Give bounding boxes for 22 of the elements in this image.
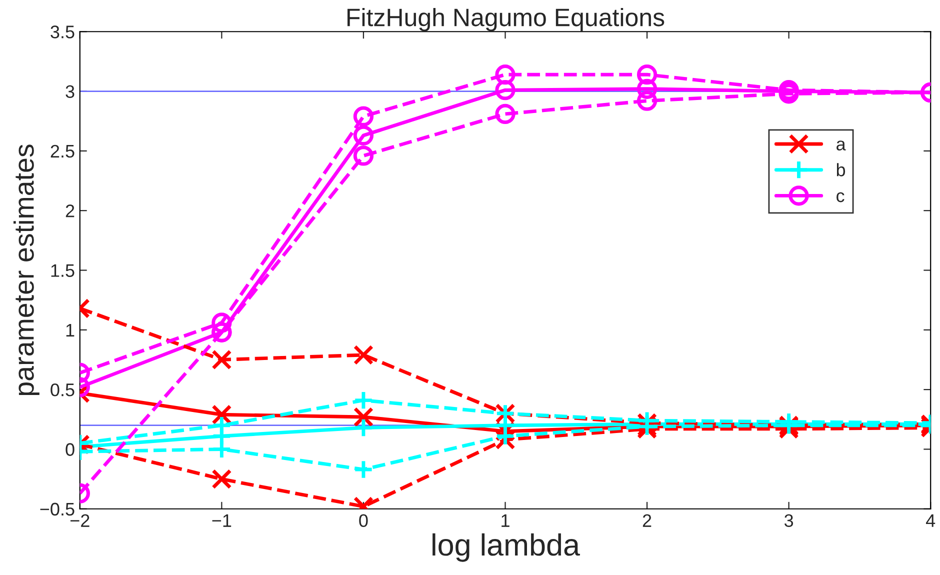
chart-title: FitzHugh Nagumo Equations (348, 8, 664, 32)
y-tick-label: 1.5 (51, 264, 74, 277)
y-tick-label: −0.5 (40, 502, 74, 516)
y-tick-label: 0.5 (50, 383, 74, 396)
x-axis-title: log lambda (432, 533, 580, 562)
legend-label: c (836, 192, 844, 202)
y-tick-label: 2.5 (50, 144, 74, 158)
y-tick-label: 0 (66, 443, 74, 456)
y-tick-label: 2 (66, 204, 74, 218)
y-tick-label: 1 (66, 324, 74, 336)
x-tick-label: 3 (784, 514, 794, 527)
legend-label: a (836, 140, 846, 150)
x-tick-label: 0 (359, 514, 368, 527)
x-tick-label: 1 (502, 514, 510, 527)
x-tick-label: 2 (642, 514, 652, 527)
x-tick-label: 4 (926, 514, 936, 527)
y-axis-title: parameter estimates (14, 144, 40, 396)
legend-label: b (836, 163, 846, 176)
x-tick-label: −1 (212, 514, 232, 527)
y-tick-label: 3.5 (50, 26, 74, 38)
x-tick-label: −2 (70, 514, 90, 527)
y-tick-label: 3 (66, 85, 74, 98)
